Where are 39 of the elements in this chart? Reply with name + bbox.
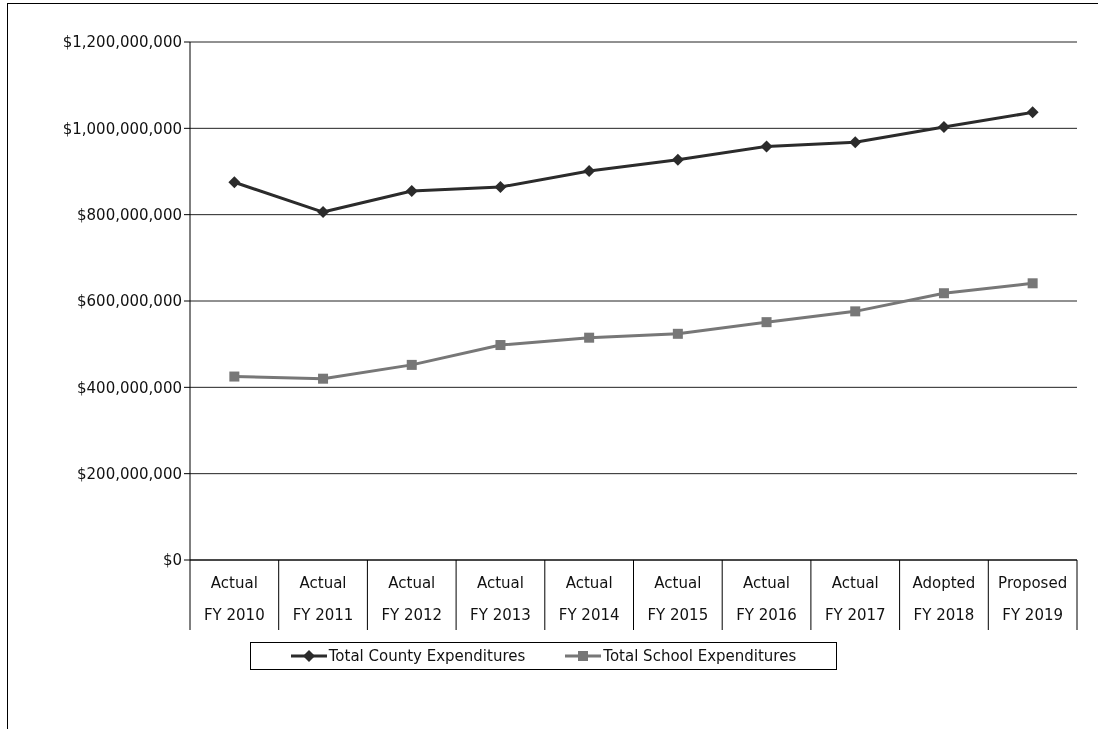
- point: [849, 136, 862, 149]
- point: [1027, 278, 1038, 289]
- point: [228, 176, 241, 189]
- point: [1026, 106, 1039, 119]
- x-tick-label: Adopted FY 2018: [912, 574, 976, 624]
- legend-label: Total School Expenditures: [602, 647, 797, 665]
- point: [760, 140, 773, 153]
- x-tick-label: Actual FY 2014: [558, 574, 620, 624]
- x-tick-label: Actual FY 2013: [470, 574, 531, 624]
- legend-label: Total County Expenditures: [327, 647, 526, 665]
- y-tick-label: $1,200,000,000: [62, 33, 182, 52]
- point: [761, 317, 772, 328]
- x-tick-label: Proposed FY 2019: [998, 574, 1068, 624]
- y-tick-label: $600,000,000: [77, 292, 182, 311]
- point: [938, 288, 949, 299]
- point: [317, 206, 330, 219]
- y-tick-label: $0: [162, 551, 182, 570]
- point: [583, 165, 596, 178]
- y-tick-label: $1,000,000,000: [62, 119, 182, 138]
- x-tick-label: Actual FY 2015: [647, 574, 709, 624]
- point: [495, 340, 506, 351]
- x-tick-label: Actual FY 2017: [824, 574, 886, 624]
- x-tick-label: Actual FY 2010: [203, 574, 265, 624]
- point: [850, 306, 861, 317]
- y-tick-label: $800,000,000: [77, 205, 182, 224]
- point: [672, 328, 683, 339]
- point: [937, 121, 950, 134]
- point: [584, 332, 595, 343]
- x-tick-label: Actual FY 2012: [381, 574, 443, 624]
- y-tick-label: $400,000,000: [77, 378, 182, 397]
- x-tick-label: Actual FY 2016: [736, 574, 797, 624]
- point: [229, 371, 240, 382]
- point: [494, 181, 507, 194]
- point: [671, 153, 684, 166]
- y-tick-label: $200,000,000: [77, 464, 182, 483]
- point: [405, 184, 418, 197]
- point: [406, 359, 417, 370]
- x-tick-label: Actual FY 2011: [292, 574, 354, 624]
- point: [318, 373, 329, 384]
